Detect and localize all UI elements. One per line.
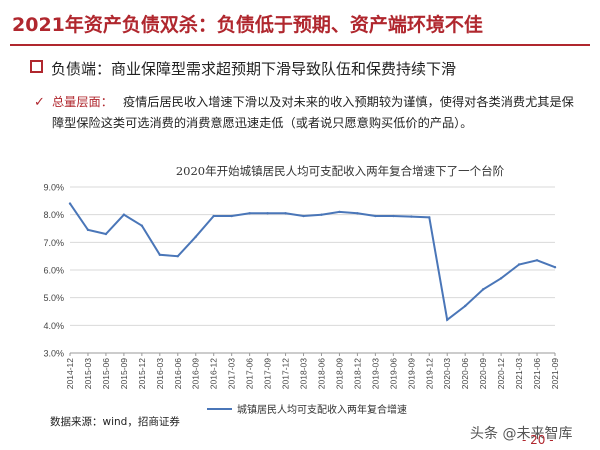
data-point bbox=[230, 214, 233, 218]
data-point bbox=[428, 216, 431, 219]
page-title: 2021年资产负债双杀：负债低于预期、资产端环境不佳 bbox=[12, 14, 483, 36]
data-point bbox=[481, 288, 485, 291]
data-point bbox=[122, 213, 126, 216]
bullet-text: 疫情后居民收入增速下滑以及对未来的收入预期较为谨慎，使得对各类消费尤其是保障型保… bbox=[52, 95, 574, 130]
title-divider bbox=[10, 44, 590, 46]
x-tick-label: 2017-09 bbox=[263, 358, 273, 389]
data-point bbox=[410, 215, 413, 218]
data-point bbox=[158, 253, 162, 256]
data-point bbox=[266, 212, 269, 215]
x-tick-label: 2018-09 bbox=[334, 358, 344, 389]
y-tick-label: 8.0% bbox=[43, 210, 64, 220]
x-tick-label: 2015-12 bbox=[137, 358, 147, 389]
section-heading: 负债端：商业保障型需求超预期下滑导致队伍和保费持续下滑 bbox=[30, 58, 456, 79]
bullet-paragraph: ✓ 总量层面： 疫情后居民收入增速下滑以及对未来的收入预期较为谨慎，使得对各类消费… bbox=[34, 92, 582, 134]
data-point bbox=[176, 254, 179, 258]
y-axis-ticks: 3.0% 4.0% 5.0% 6.0% 7.0% 8.0% 9.0% bbox=[43, 183, 64, 359]
data-point bbox=[463, 304, 467, 308]
y-tick-label: 7.0% bbox=[43, 238, 64, 248]
data-point bbox=[446, 318, 449, 321]
data-point bbox=[356, 212, 359, 215]
chart-title: 2020年开始城镇居民人均可支配收入两年复合增速下了一个台阶 bbox=[176, 164, 505, 178]
data-point bbox=[320, 213, 323, 216]
x-tick-label: 2021-09 bbox=[550, 358, 560, 389]
data-point bbox=[212, 214, 215, 218]
chart-legend: 城镇居民人均可支配收入两年复合增速 bbox=[207, 403, 407, 416]
x-tick-label: 2016-03 bbox=[155, 358, 165, 389]
page-number: - 20 - bbox=[522, 433, 554, 447]
x-tick-label: 2019-09 bbox=[406, 358, 416, 389]
watermark: 头条 @未来智库 bbox=[470, 426, 573, 442]
x-tick-label: 2019-06 bbox=[388, 358, 398, 389]
checkmark-icon: ✓ bbox=[34, 95, 45, 110]
x-tick-label: 2018-06 bbox=[316, 358, 326, 389]
data-point bbox=[374, 214, 377, 218]
x-tick-label: 2021-06 bbox=[532, 358, 542, 389]
x-tick-label: 2018-03 bbox=[299, 358, 309, 389]
data-point bbox=[68, 202, 72, 205]
data-point bbox=[535, 259, 539, 262]
x-tick-label: 2019-12 bbox=[424, 358, 434, 389]
data-point bbox=[140, 224, 144, 227]
data-point bbox=[104, 232, 108, 236]
x-tick-label: 2016-12 bbox=[209, 358, 219, 389]
data-point bbox=[194, 235, 197, 238]
y-tick-label: 3.0% bbox=[43, 349, 64, 359]
y-tick-label: 4.0% bbox=[43, 321, 64, 331]
data-point bbox=[392, 214, 395, 218]
y-tick-label: 9.0% bbox=[43, 183, 64, 193]
data-point bbox=[248, 212, 251, 215]
x-tick-label: 2020-12 bbox=[496, 358, 506, 389]
x-tick-label: 2020-06 bbox=[460, 358, 470, 389]
data-source: 数据来源：wind，招商证券 bbox=[50, 416, 180, 428]
section-title: 负债端：商业保障型需求超预期下滑导致队伍和保费持续下滑 bbox=[51, 60, 457, 78]
chart-gridlines bbox=[70, 186, 555, 354]
x-tick-label: 2016-09 bbox=[191, 358, 201, 389]
legend-label: 城镇居民人均可支配收入两年复合增速 bbox=[237, 403, 407, 416]
data-point bbox=[517, 263, 521, 266]
data-point bbox=[86, 228, 90, 232]
x-axis-ticks: 2014-12 2015-03 2015-06 2015-09 2015-12 2016-… bbox=[65, 353, 560, 389]
series-line bbox=[69, 203, 556, 322]
square-bullet-icon bbox=[30, 60, 43, 73]
x-tick-label: 2019-03 bbox=[370, 358, 380, 389]
y-tick-label: 6.0% bbox=[43, 266, 64, 276]
x-tick-label: 2015-09 bbox=[119, 358, 129, 389]
x-tick-label: 2018-12 bbox=[352, 358, 362, 389]
x-tick-label: 2014-12 bbox=[65, 358, 75, 389]
data-point bbox=[302, 214, 305, 218]
x-tick-label: 2020-03 bbox=[442, 358, 452, 389]
bullet-key: 总量层面： bbox=[52, 95, 113, 109]
data-point bbox=[553, 266, 557, 269]
x-tick-label: 2017-12 bbox=[281, 358, 291, 389]
x-tick-label: 2015-06 bbox=[101, 358, 111, 389]
x-tick-label: 2015-03 bbox=[83, 358, 93, 389]
data-point bbox=[284, 212, 287, 215]
y-tick-label: 5.0% bbox=[43, 293, 64, 303]
x-tick-label: 2017-03 bbox=[227, 358, 237, 389]
x-tick-label: 2017-06 bbox=[245, 358, 255, 389]
data-point bbox=[499, 277, 503, 280]
x-tick-label: 2016-06 bbox=[173, 358, 183, 389]
x-tick-label: 2020-09 bbox=[478, 358, 488, 389]
data-point bbox=[338, 210, 341, 214]
x-tick-label: 2021-03 bbox=[514, 358, 524, 389]
